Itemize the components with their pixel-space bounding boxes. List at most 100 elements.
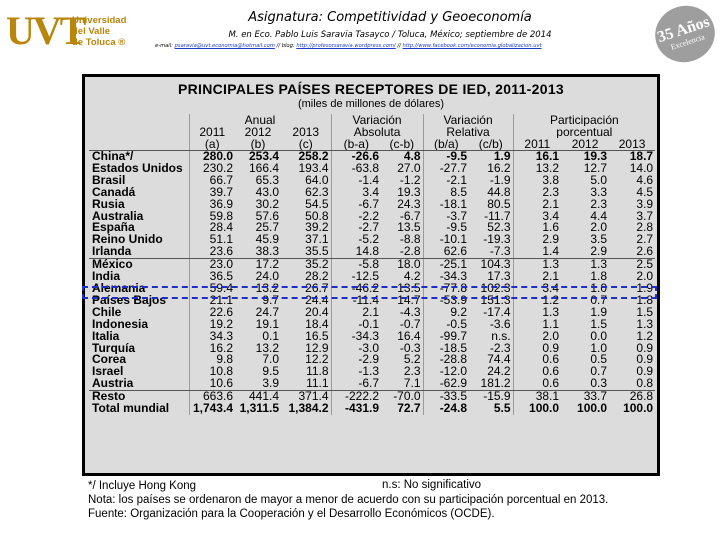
table-cell: -46.2 [330,282,382,295]
table-cell: 26.8 [629,390,654,404]
table-cell: 62.6 [422,246,470,260]
table-row: México 23.0 17.2 35.2 -5.8 18.0 -25.1 104.3 1.3 1… [89,258,655,272]
table-cell: -8.8 [399,234,421,247]
table-cell: -0.3 [399,342,421,355]
table-cell: -2.9 [330,354,382,367]
table-cell: 9.2 [422,306,470,319]
country-name: Estados Unidos [92,162,183,175]
table-cell: 28.2 [305,271,329,283]
table-cell: -222.2 [330,390,382,404]
course-subtitle: M. en Eco. Pablo Luis Saravia Tasayco / … [228,30,552,40]
table-row: Austria 10.6 3.9 11.1 -6.7 7.1 -62.9 181.2 0.6 0.… [89,378,656,392]
table-cell: 2.3 [512,186,562,199]
table-cell: -34.3 [330,330,382,343]
table-cell: 1.8 [636,294,654,307]
table-cell: -0.5 [422,318,470,331]
table-cell: 2.0 [636,271,654,283]
table-cell: -53.9 [422,294,470,307]
table-cell: 1.3 [636,318,654,331]
table-cell: 24.2 [487,366,511,379]
table-row: Italia 34.3 0.1 16.5 -34.3 16.4 -99.7 n.s. 2.0 0.… [89,330,655,343]
table-cell: 34.3 [188,330,235,343]
fdi-table: Anual Variación Variación Participación … [89,114,656,415]
table-row: Chile 22.6 24.7 20.4 2.1 -4.3 9.2 -17.4 1.3 1.9 1.… [89,306,655,319]
table-cell: 12.9 [305,342,329,355]
country-name: Turquía [92,342,136,355]
table-row: Israel 10.8 9.5 11.8 -1.3 2.3 -12.0 24.2 0.6 0.7 0… [89,366,655,379]
table-cell: 20.4 [305,306,329,319]
table-cell: 3.9 [235,378,281,392]
table-cell: 16.1 [512,150,562,163]
table-cell: 9.8 [188,354,235,367]
facebook-link[interactable]: http://www.facebook.com/economia.globali… [402,43,542,49]
table-cell: 65.3 [255,174,279,187]
table-cell: 14.8 [330,246,382,260]
table-cell: -5.8 [330,258,382,272]
table-cell: 19.2 [188,318,235,331]
blog-link[interactable]: http://profesorsaravia.wordpress.com/ [296,43,396,49]
table-cell: 7.1 [381,378,424,392]
country-name: Indonesia [92,318,149,331]
fdi-table-frame: PRINCIPALES PAÍSES RECEPTORES DE IED, 20… [82,74,660,476]
table-cell: -431.9 [330,403,382,415]
table-cell: -3.0 [330,342,382,355]
table-cell: 57.6 [255,210,279,223]
table-cell: 23.0 [188,258,235,272]
table-cell: 1.9 [590,306,608,319]
table-cell: 663.6 [188,390,235,404]
table-cell: 18.4 [305,318,329,331]
country-name: Países Bajos [92,294,167,307]
table-cell: 2.1 [512,198,562,211]
table-cell: 2.1 [512,271,562,283]
table-cell: -18.5 [422,342,470,355]
table-cell: 33.7 [583,390,608,404]
table-cell: 24.3 [397,198,421,211]
country-name: Austria [89,378,189,392]
table-cell: 9.5 [262,366,279,379]
table-cell: 59.8 [188,210,235,223]
table-cell: -1.4 [330,174,382,187]
table-row: Estados Unidos 230.2 166.4 193.4 -63.8 27.0 -2… [89,162,655,175]
table-cell: -11.7 [484,210,511,223]
country-name: China*/ [92,150,134,163]
table-cell: 0.7 [590,294,608,307]
table-cell: 3.7 [636,210,654,223]
table-cell: 72.7 [397,403,421,415]
email-link[interactable]: psaravia@uvt.economia@hotmail.com [174,43,275,49]
table-cell: 0.9 [512,342,562,355]
table-row: India 36.5 24.0 28.2 -12.5 4.2 -34.3 17.3 2.1 1.8… [89,271,655,283]
table-cell: 13.5 [397,222,421,235]
table-cell: 1.8 [590,271,608,283]
table-cell: -6.7 [330,198,382,211]
note-source: Fuente: Organización para la Cooperación… [88,508,495,520]
table-cell: 3.8 [512,174,562,187]
note-not-significant: n.s: No significativo [382,479,482,491]
table-cell: 2.7 [636,234,654,247]
table-cell: 21.1 [188,294,235,307]
table-cell: 1.3 [590,258,608,272]
table-cell: 36.9 [188,198,235,211]
table-cell: 13.2 [512,162,562,175]
table-row: Alemania 59.4 13.2 26.7 -46.2 13.5 -77.8 102.3 3… [89,282,655,295]
header-row-codes: (a) (b) (c) (b-a) (c-b) (b/a) (c/b) 2011… [89,138,656,151]
table-row: Australia 59.8 57.6 50.8 -2.2 -6.7 -3.7 -11.7 3.… [89,210,655,223]
table-cell: 3.9 [636,198,654,211]
table-cell: 280.0 [188,150,235,163]
table-cell: 36.5 [188,271,235,283]
table-cell: 1,311.5 [239,403,279,415]
table-cell: 3.4 [330,186,382,199]
table-cell: 3.5 [590,234,608,247]
table-row: Países Bajos 21.1 9.7 24.4 -11.4 14.7 -53.9 151… [89,294,655,307]
table-cell: 19.3 [583,150,608,163]
table-cell: 1.0 [590,342,608,355]
table-cell: 2.1 [330,306,382,319]
table-cell: 74.4 [487,354,511,367]
table-cell: 0.9 [636,342,654,355]
table-subtitle: (miles de millones de dólares) [297,98,445,110]
logo-text: Universidad del Valle de Toluca ® [72,14,127,48]
table-cell: 1,384.2 [288,403,329,415]
table-cell: 19.3 [397,186,421,199]
country-name: Rusia [92,198,125,211]
table-cell: -25.1 [422,258,470,272]
table-cell: -18.1 [422,198,470,211]
